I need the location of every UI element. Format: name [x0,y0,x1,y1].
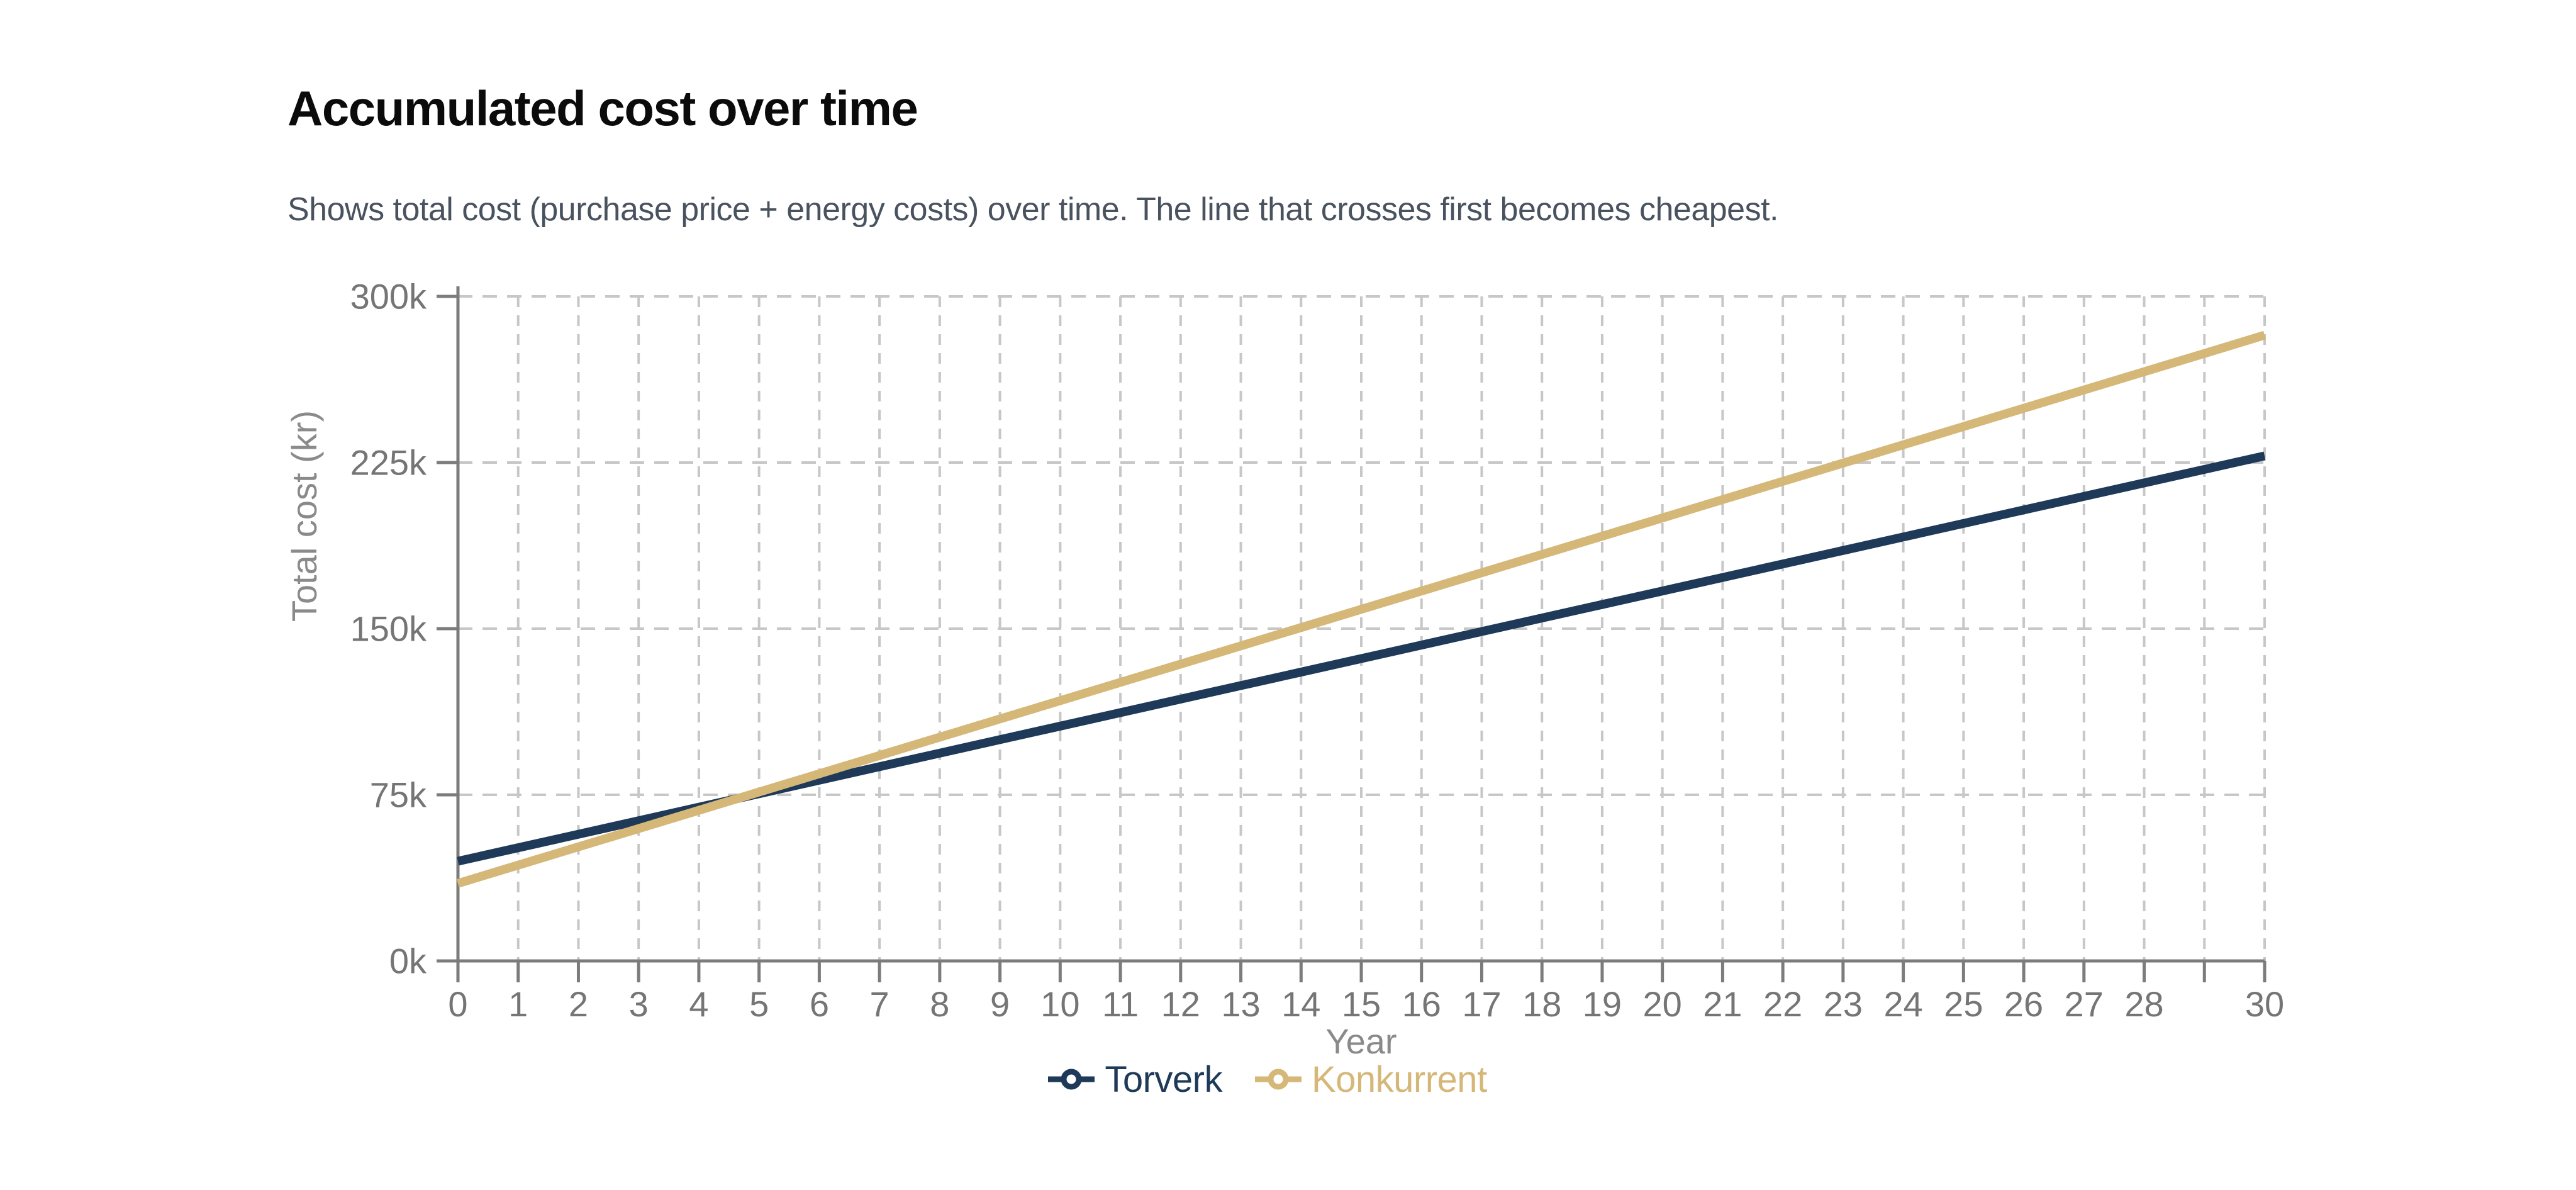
x-tick-label: 8 [930,984,949,1024]
x-tick-label: 11 [1102,984,1139,1024]
legend-label-torverk: Torverk [1105,1058,1222,1100]
x-tick-label: 6 [810,984,829,1024]
y-tick-label: 300k [350,277,427,317]
x-tick-label: 25 [1944,984,1983,1024]
x-tick-label: 1 [508,984,528,1024]
series-line-konkurrent[interactable] [456,330,2267,888]
konkurrent-series-marker-icon [1254,1069,1302,1090]
x-tick-label: 12 [1161,984,1200,1024]
x-tick-label: 0 [448,984,467,1024]
x-tick-label: 20 [1643,984,1682,1024]
x-tick-label: 9 [990,984,1010,1024]
x-tick-label: 27 [2065,984,2104,1024]
y-tick-label: 75k [370,775,427,815]
legend-item-konkurrent[interactable]: Konkurrent [1254,1058,1487,1101]
x-tick-label: 24 [1883,984,1922,1024]
y-tick-label: 0k [389,941,427,981]
x-tick-label: 22 [1763,984,1802,1024]
x-tick-label: 3 [629,984,649,1024]
torverk-series-marker-icon [1048,1069,1095,1090]
x-tick-label: 30 [2245,984,2284,1024]
chart-legend: Torverk Konkurrent [270,1057,2265,1101]
legend-label-konkurrent: Konkurrent [1311,1058,1487,1100]
page-title: Accumulated cost over time [287,81,918,136]
chart-subtitle: Shows total cost (purchase price + energ… [287,191,1778,228]
x-tick-label: 14 [1281,984,1320,1024]
x-tick-label: 19 [1583,984,1622,1024]
x-tick-label: 5 [749,984,769,1024]
x-tick-label: 26 [2004,984,2043,1024]
x-tick-label: 7 [870,984,889,1024]
y-axis-title: Total cost (kr) [284,410,324,622]
x-tick-label: 4 [689,984,708,1024]
x-axis-title: Year [1325,1021,1397,1061]
x-tick-label: 15 [1342,984,1381,1024]
x-tick-label: 17 [1462,984,1501,1024]
legend-item-torverk[interactable]: Torverk [1048,1058,1222,1101]
x-tick-label: 13 [1221,984,1260,1024]
x-tick-label: 23 [1824,984,1863,1024]
x-tick-label: 16 [1402,984,1441,1024]
x-tick-label: 21 [1703,984,1742,1024]
x-tick-label: 18 [1522,984,1561,1024]
y-tick-label: 150k [350,609,427,649]
x-tick-label: 10 [1040,984,1079,1024]
x-tick-label: 28 [2124,984,2163,1024]
y-tick-label: 225k [350,443,427,483]
x-tick-label: 2 [569,984,588,1024]
